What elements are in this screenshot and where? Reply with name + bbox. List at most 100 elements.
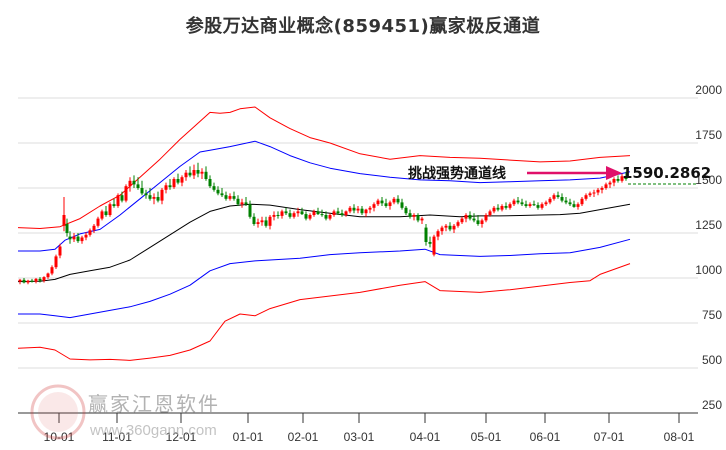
candle-body xyxy=(360,208,364,214)
candle-body xyxy=(480,220,484,224)
x-tick-label: 04-01 xyxy=(410,430,441,444)
candle-body xyxy=(476,220,480,224)
candle-body xyxy=(364,209,368,214)
y-tick-label: 750 xyxy=(702,308,722,322)
candle-body xyxy=(68,236,72,240)
candle-body xyxy=(148,195,152,199)
y-tick-label: 2000 xyxy=(695,83,722,97)
annotation-value: 1590.2862 xyxy=(622,164,711,182)
x-tick-label: 08-01 xyxy=(664,430,695,444)
candle-body xyxy=(468,215,472,219)
candle-body xyxy=(224,195,228,199)
candle-body xyxy=(624,176,628,179)
upper-outer-band-line xyxy=(17,106,631,229)
candle-body xyxy=(184,172,188,178)
candle-body xyxy=(18,279,22,282)
x-tick-label: 02-01 xyxy=(288,430,319,444)
candle-body xyxy=(292,213,296,217)
candle-body xyxy=(284,211,288,214)
candle-body xyxy=(280,211,284,216)
candle-body xyxy=(112,204,116,206)
candle-body xyxy=(620,176,624,181)
candle-body xyxy=(536,205,540,208)
x-tick-label: 10-01 xyxy=(44,430,75,444)
candle-body xyxy=(344,211,348,215)
candle-body xyxy=(196,170,200,174)
candle-body xyxy=(420,218,424,221)
candle-body xyxy=(428,242,432,244)
candle-body xyxy=(580,198,584,205)
candle-body xyxy=(248,204,252,217)
candle-body xyxy=(336,211,340,214)
candle-body xyxy=(560,197,564,201)
candle-body xyxy=(456,222,460,226)
candle-body xyxy=(208,179,212,187)
candle-body xyxy=(84,234,88,238)
candle-body xyxy=(34,278,38,282)
candle-body xyxy=(596,189,600,193)
candle-body xyxy=(552,195,556,199)
candle-body xyxy=(568,202,572,205)
candle-body xyxy=(164,185,168,190)
candle-body xyxy=(432,236,436,255)
candle-body xyxy=(30,280,34,282)
candle-body xyxy=(372,204,376,208)
candle-body xyxy=(204,171,208,179)
lower-inner-band-line xyxy=(18,238,631,319)
candle-body xyxy=(324,215,328,219)
candle-body xyxy=(416,215,420,221)
candle-body xyxy=(276,215,280,216)
candle-body xyxy=(320,214,324,216)
candle-body xyxy=(412,215,416,217)
candle-body xyxy=(356,208,360,211)
candle-body xyxy=(296,211,300,214)
candle-body xyxy=(120,195,124,201)
candle-body xyxy=(600,188,604,190)
upper-inner-band-line xyxy=(18,140,631,252)
candle-body xyxy=(232,196,236,199)
candle-body xyxy=(256,222,260,224)
candle-body xyxy=(65,224,69,233)
candle-body xyxy=(136,184,140,188)
candle-body xyxy=(188,172,192,176)
candle-body xyxy=(54,256,58,268)
candle-body xyxy=(216,189,220,194)
candle-body xyxy=(404,207,408,214)
candle-body xyxy=(572,204,576,207)
candle-body xyxy=(288,213,292,217)
x-tick-label: 05-01 xyxy=(471,430,502,444)
candle-body xyxy=(452,225,456,230)
candle-body xyxy=(92,225,96,231)
x-tick-label: 03-01 xyxy=(344,430,375,444)
candle-body xyxy=(58,246,62,256)
candle-body xyxy=(460,218,464,223)
candle-body xyxy=(76,236,80,242)
candle-body xyxy=(556,195,560,197)
candle-body xyxy=(528,204,532,206)
candle-body xyxy=(540,204,544,208)
candle-body xyxy=(260,220,264,223)
candle-body xyxy=(464,215,468,219)
candle-body xyxy=(376,200,380,205)
candle-body xyxy=(524,204,528,206)
candle-body xyxy=(348,207,352,212)
candle-body xyxy=(500,206,504,210)
candle-body xyxy=(616,179,620,181)
candle-body xyxy=(228,196,232,199)
candlesticks xyxy=(18,162,628,285)
candle-body xyxy=(264,220,268,226)
candle-body xyxy=(88,230,92,235)
candle-body xyxy=(544,202,548,205)
candle-body xyxy=(612,179,616,183)
candle-body xyxy=(268,216,272,226)
candle-body xyxy=(312,211,316,215)
candle-body xyxy=(220,193,224,196)
candle-body xyxy=(42,277,46,281)
candle-body xyxy=(168,185,172,188)
candle-body xyxy=(436,231,440,237)
candle-body xyxy=(408,213,412,217)
candle-body xyxy=(160,189,164,201)
candle-body xyxy=(236,198,240,205)
candle-body xyxy=(108,204,112,215)
